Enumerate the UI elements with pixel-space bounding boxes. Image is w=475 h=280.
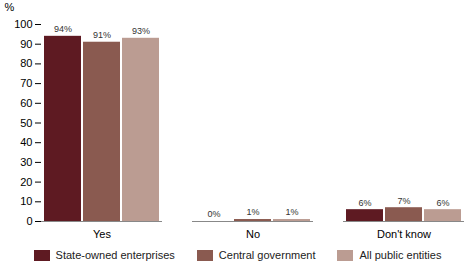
svg-text:40: 40 xyxy=(20,136,32,148)
html-text:State-owned enterprises: State-owned enterprises xyxy=(55,249,175,261)
svg-text:20: 20 xyxy=(20,176,32,188)
svg-text:30: 30 xyxy=(20,156,32,168)
svg-text:6%: 6% xyxy=(358,198,371,208)
svg-text:50: 50 xyxy=(20,117,32,129)
svg-text:93%: 93% xyxy=(132,26,150,36)
svg-text:Don't know: Don't know xyxy=(377,228,431,240)
svg-text:7%: 7% xyxy=(397,196,410,206)
svg-text:1%: 1% xyxy=(285,207,298,217)
svg-text:1%: 1% xyxy=(246,207,259,217)
svg-text:91%: 91% xyxy=(93,30,111,40)
svg-text:%: % xyxy=(5,1,15,13)
html-text:Central government: Central government xyxy=(218,249,316,261)
svg-text:0: 0 xyxy=(26,215,32,227)
html-text:All public entities: All public entities xyxy=(359,249,442,261)
svg-text:90: 90 xyxy=(20,38,32,50)
svg-text:6%: 6% xyxy=(436,198,449,208)
svg-text:10: 10 xyxy=(20,195,32,207)
svg-text:Yes: Yes xyxy=(93,228,111,240)
svg-text:80: 80 xyxy=(20,57,32,69)
svg-text:100: 100 xyxy=(14,18,32,30)
svg-text:0%: 0% xyxy=(207,209,220,219)
svg-text:70: 70 xyxy=(20,77,32,89)
svg-text:94%: 94% xyxy=(54,24,72,34)
svg-text:No: No xyxy=(246,228,260,240)
svg-text:60: 60 xyxy=(20,97,32,109)
